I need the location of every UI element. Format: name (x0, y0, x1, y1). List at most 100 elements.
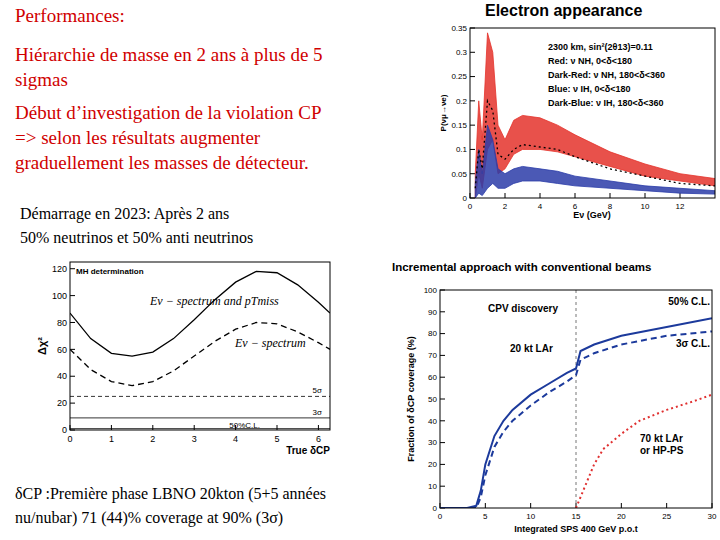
y-tick (440, 486, 445, 487)
legend-text: Blue: ν IH, 0<δ<180 (548, 84, 631, 94)
reference-line (70, 428, 330, 429)
series-line (475, 101, 715, 188)
y-tick (440, 399, 445, 400)
y-tick (70, 295, 75, 296)
y-tick-label: 90 (428, 308, 437, 317)
y-tick (440, 464, 445, 465)
x-tick (666, 503, 667, 508)
x-tick-label: 6 (316, 434, 321, 444)
x-tick-label: 25 (662, 512, 671, 521)
x-tick-label: 20 (617, 512, 626, 521)
y-tick-label: 60 (57, 345, 67, 355)
start-text: 50% neutrinos et 50% anti neutrinos (20, 229, 253, 246)
x-tick-label: 12 (676, 202, 685, 211)
y-tick (470, 52, 475, 53)
y-tick (70, 322, 75, 323)
x-tick-label: 5 (483, 512, 488, 521)
y-tick-label: 0.05 (451, 170, 467, 179)
y-tick-label: 100 (52, 291, 67, 301)
x-axis-label: Integrated SPS 400 GeV p.o.t (514, 524, 638, 534)
x-tick (680, 193, 681, 198)
x-tick-label: 4 (538, 202, 543, 211)
y-tick-label: 80 (57, 318, 67, 328)
vertical-line (576, 290, 577, 508)
y-tick (70, 268, 75, 269)
y-tick (440, 333, 445, 334)
plot-frame (440, 290, 712, 508)
y-tick-label: 0.2 (456, 97, 468, 106)
y-tick-label: 0 (433, 504, 438, 513)
bullet-text: Hiérarchie de masse en 2 ans à plus de 5 (15, 44, 323, 65)
y-tick-label: 100 (424, 286, 438, 295)
annotation: or HP-PS (640, 445, 684, 456)
y-tick (470, 173, 475, 174)
reference-label: 5σ (313, 386, 322, 395)
legend-text: Dark-Red: ν NH, 180<δ<360 (548, 70, 665, 80)
x-tick-label: 2 (150, 434, 155, 444)
x-tick (152, 425, 153, 430)
x-tick (318, 425, 319, 430)
x-tick (610, 193, 611, 198)
x-tick-label: 15 (572, 512, 581, 521)
x-tick-label: 10 (526, 512, 535, 521)
series-line (70, 271, 330, 356)
x-tick-label: 10 (641, 202, 650, 211)
x-axis-label: Eν (GeV) (573, 210, 611, 220)
plot-area (440, 290, 712, 508)
x-tick-label: 5 (274, 434, 279, 444)
x-tick (485, 503, 486, 508)
annotation: 20 kt LAr (510, 343, 553, 354)
bullet-text: => selon les résultats augmenter (15, 127, 261, 148)
y-tick-label: 70 (428, 351, 437, 360)
y-tick-label: 10 (428, 482, 437, 491)
y-tick-label: 0.25 (451, 72, 467, 81)
chart: Electron appearance02468101200.050.10.15… (439, 2, 715, 220)
reference-label: 50%C.L. (229, 421, 260, 430)
y-tick-label: 20 (57, 398, 67, 408)
chart-title: Electron appearance (485, 2, 643, 19)
y-axis-label: Fraction of δCP coverage (%) (406, 336, 416, 461)
x-tick-label: 2 (503, 202, 508, 211)
y-tick-label: 0 (463, 194, 468, 203)
series-label: 3σ C.L. (676, 338, 710, 349)
reference-label: 3σ (313, 408, 322, 417)
x-tick (645, 193, 646, 198)
y-tick-label: 40 (57, 371, 67, 381)
y-tick (440, 442, 445, 443)
chart-title: MH determination (76, 267, 144, 276)
series-label: Eν − spectrum and pTmiss (149, 294, 279, 308)
plot-area (70, 271, 330, 428)
reference-line (70, 396, 330, 397)
x-tick (505, 193, 506, 198)
band (475, 125, 715, 198)
chart: Incremental approach with conventional b… (392, 261, 717, 534)
y-tick-label: 120 (52, 264, 67, 274)
series-line (440, 331, 712, 508)
y-tick-label: 0.1 (456, 145, 468, 154)
x-tick-label: 0 (67, 434, 72, 444)
y-tick-label: 20 (428, 460, 437, 469)
x-tick (277, 425, 278, 430)
chart-title: Incremental approach with conventional b… (392, 261, 651, 273)
x-tick-label: 30 (708, 512, 717, 521)
y-tick (440, 311, 445, 312)
heading: Performances: (15, 5, 125, 26)
y-tick (470, 76, 475, 77)
series-label: 50% C.L. (668, 296, 710, 307)
y-tick (440, 377, 445, 378)
bullet-text: sigmas (15, 69, 68, 90)
y-tick (440, 420, 445, 421)
y-tick-label: 60 (428, 373, 437, 382)
series-line (70, 322, 330, 385)
y-tick (440, 355, 445, 356)
annotation: CPV discovery (488, 303, 558, 314)
series-line (440, 318, 712, 508)
y-tick-label: 0 (62, 425, 67, 435)
y-tick-label: 0.3 (456, 48, 468, 57)
conclusion-text: nu/nubar) 71 (44)% coverage at 90% (3σ) (15, 509, 283, 527)
legend-text: 2300 km, sin²(2θ13)=0.11 (548, 42, 653, 52)
start-text: Démarrage en 2023: Après 2 ans (20, 205, 229, 223)
y-tick-label: 50 (428, 395, 437, 404)
y-axis-label: P(νμ→νe) (439, 94, 448, 131)
y-tick (470, 100, 475, 101)
